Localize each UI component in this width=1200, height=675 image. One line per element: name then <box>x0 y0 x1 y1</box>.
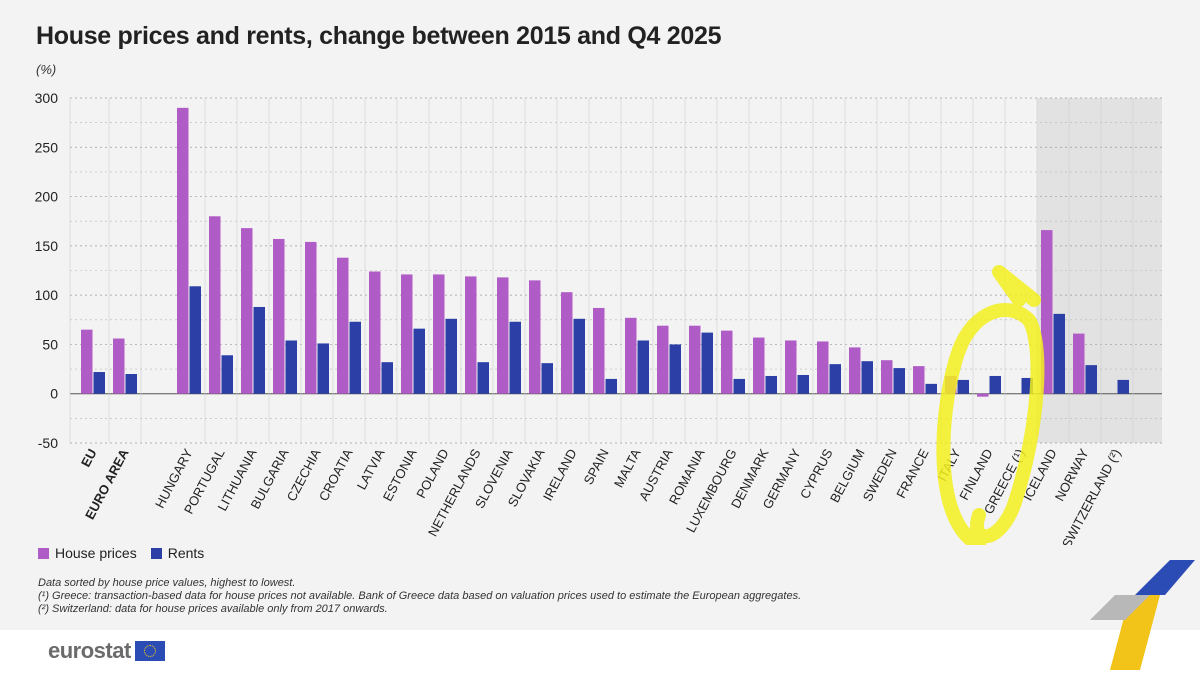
bar-house <box>177 107 189 394</box>
bar-rents <box>669 344 681 394</box>
decorative-ribbon <box>1090 560 1195 670</box>
bar-rents <box>445 318 457 394</box>
bar-rents <box>893 368 905 394</box>
bar-house <box>721 330 733 394</box>
bar-house <box>689 325 701 394</box>
y-tick-label: 300 <box>35 90 59 106</box>
legend-item-house: House prices <box>38 545 137 561</box>
footnote-1: Data sorted by house price values, highe… <box>38 577 296 589</box>
bar-house <box>1073 333 1085 394</box>
unit-label: (%) <box>36 62 57 77</box>
bar-rents <box>989 375 1001 394</box>
y-tick-label: 150 <box>35 238 59 254</box>
bar-house <box>561 292 573 394</box>
chart-title: House prices and rents, change between 2… <box>36 22 722 50</box>
bar-house <box>657 325 669 394</box>
bar-house <box>497 277 509 394</box>
bar-rents <box>957 379 969 394</box>
bar-rents <box>189 286 201 394</box>
bar-house <box>401 274 413 394</box>
bar-house <box>817 341 829 394</box>
eurostat-logo: eurostat <box>48 638 165 664</box>
y-tick-label: 100 <box>35 287 59 303</box>
bar-rents <box>1021 377 1033 394</box>
bar-house <box>209 216 221 394</box>
legend-label-rents: Rents <box>167 545 205 561</box>
footer-bar <box>0 630 1200 675</box>
bar-rents <box>413 328 425 394</box>
bar-house <box>849 347 861 394</box>
bar-house <box>273 238 285 394</box>
bar-house <box>881 360 893 394</box>
bar-rents <box>605 378 617 394</box>
legend-item-rents: Rents <box>150 545 205 561</box>
x-tick-label: LATVIA <box>354 446 388 492</box>
y-tick-label: 50 <box>42 336 58 352</box>
bar-rents <box>1085 365 1097 394</box>
highlight-scribble <box>936 265 1045 545</box>
ribbon-yellow <box>1110 595 1160 670</box>
bar-rents <box>797 374 809 394</box>
bar-rents <box>509 321 521 394</box>
footnote-3: (²) Switzerland: data for house prices a… <box>38 603 388 615</box>
bar-house <box>529 280 541 394</box>
bar-house <box>337 257 349 394</box>
legend-label-house: House prices <box>55 545 137 561</box>
bar-rents <box>93 372 105 394</box>
bar-rents <box>573 318 585 394</box>
bar-rents <box>829 364 841 394</box>
bar-house <box>113 338 125 394</box>
bar-house <box>785 340 797 394</box>
bar-house <box>465 276 477 394</box>
bar-house <box>977 393 989 397</box>
eu-flag-icon <box>134 641 165 661</box>
bar-house <box>369 271 381 394</box>
bar-rents <box>733 378 745 394</box>
bar-house <box>241 228 253 394</box>
x-tick-label: SPAIN <box>581 446 612 487</box>
bar-rents <box>477 362 489 394</box>
bar-house <box>1041 230 1053 394</box>
bar-rents <box>637 340 649 394</box>
bar-rents <box>701 332 713 394</box>
bar-rents <box>381 362 393 394</box>
footnote-2: (¹) Greece: transaction-based data for h… <box>38 590 802 602</box>
y-tick-label: -50 <box>38 435 58 451</box>
bar-rents <box>221 355 233 394</box>
bar-house <box>593 307 605 394</box>
bar-rents <box>861 361 873 394</box>
bar-house <box>433 274 445 394</box>
x-tick-label: EU <box>78 446 100 469</box>
legend: House prices Rents <box>38 545 204 561</box>
brand-name: eurostat <box>48 638 131 663</box>
bar-house <box>753 337 765 394</box>
x-tick-label: MALTA <box>611 446 644 490</box>
bar-rents <box>541 363 553 394</box>
bar-house <box>625 317 637 394</box>
y-tick-label: 200 <box>35 189 59 205</box>
y-tick-label: 0 <box>50 386 58 402</box>
bar-rents <box>349 321 361 394</box>
bar-rents <box>1053 313 1065 394</box>
bar-rents <box>765 375 777 394</box>
bar-rents <box>285 340 297 394</box>
footnotes: Data sorted by house price values, highe… <box>38 577 801 616</box>
bar-house <box>305 241 317 394</box>
bar-rents <box>925 383 937 394</box>
legend-swatch-rents <box>150 547 162 559</box>
ribbon-blue <box>1135 560 1195 595</box>
bar-rents <box>125 374 137 394</box>
bar-house <box>81 329 93 394</box>
bar-rents <box>317 343 329 394</box>
y-tick-label: 250 <box>35 139 59 155</box>
bar-house <box>913 366 925 394</box>
ribbon-grey <box>1090 595 1150 620</box>
bar-rents <box>253 306 265 394</box>
legend-swatch-house <box>38 547 49 559</box>
bar-rents <box>1117 379 1129 394</box>
